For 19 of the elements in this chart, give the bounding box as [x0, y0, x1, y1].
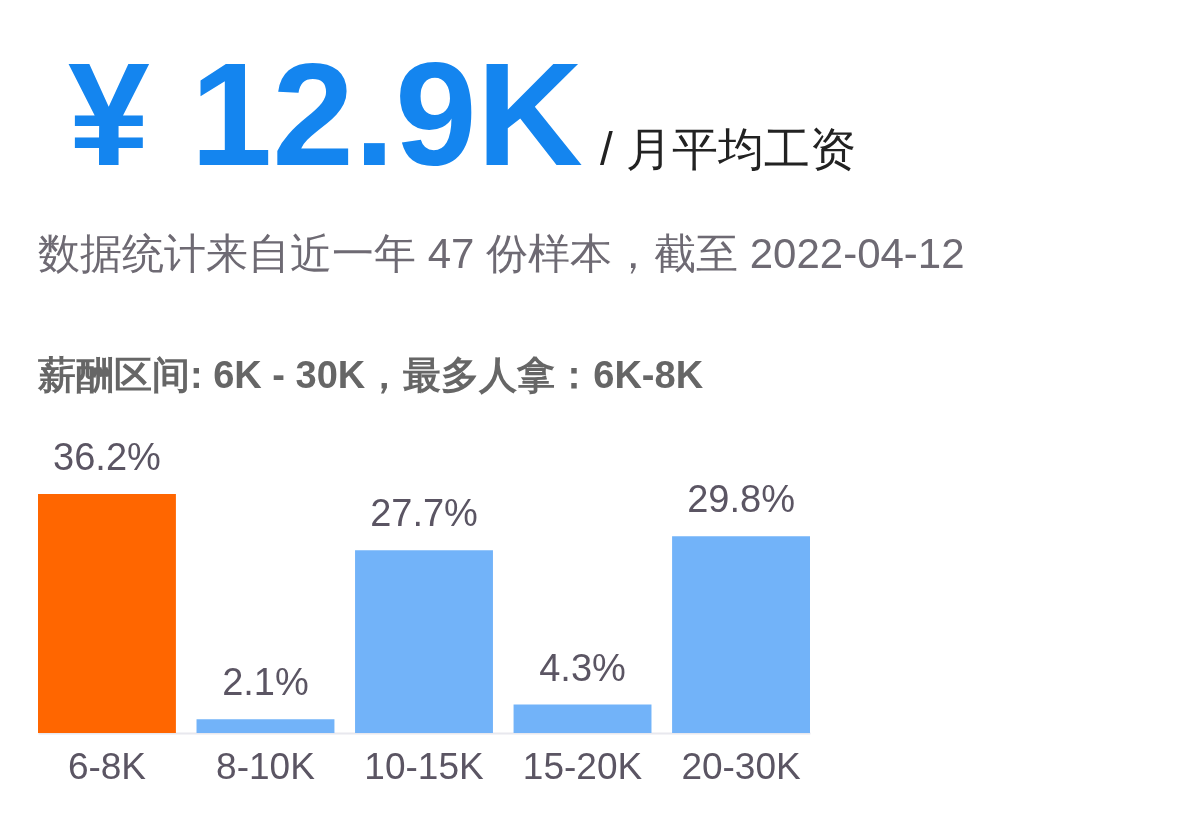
x-tick-label: 20-30K: [681, 745, 802, 787]
bar: [38, 494, 176, 733]
text: 薪酬区间: 6K - 30K，最多人拿：6K-8K: [37, 354, 704, 396]
chart-subtitle: 数据统计来自近一年 47 份样本，截至 2022-04-12: [38, 230, 965, 277]
x-tick-label: 10-15K: [364, 745, 484, 787]
x-tick-label: 6-8K: [67, 745, 147, 787]
chart-title: ¥ 12.9K: [68, 32, 583, 196]
data-label: 27.7%: [370, 492, 478, 535]
bar: [196, 719, 335, 733]
text: / 月平均工资: [600, 123, 856, 175]
data-label: 2.1%: [222, 661, 309, 704]
data-label: 29.8%: [687, 478, 795, 521]
x-tick-label: 15-20K: [522, 745, 643, 787]
x-tick-label: 8-10K: [216, 745, 316, 787]
bar: [513, 704, 652, 733]
data-label: 4.3%: [539, 646, 626, 689]
bar: [355, 550, 493, 733]
bar: [672, 536, 810, 733]
data-label: 36.2%: [53, 436, 161, 479]
